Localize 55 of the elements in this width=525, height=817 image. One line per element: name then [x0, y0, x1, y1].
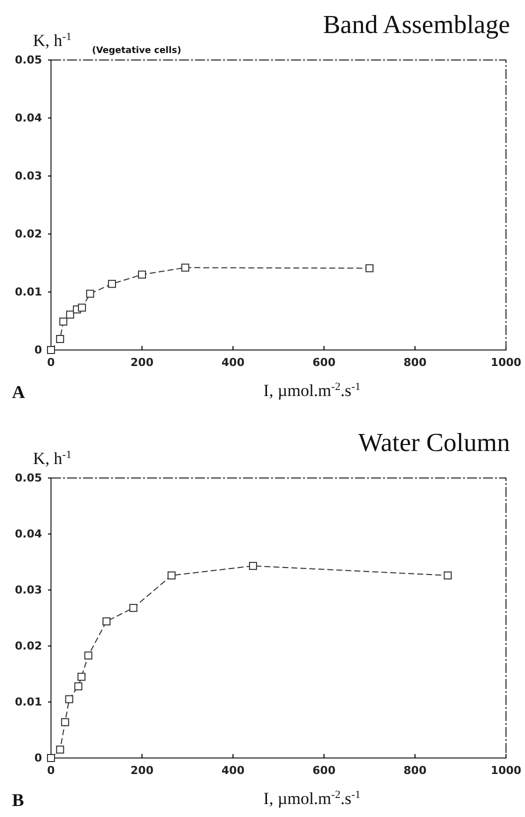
point [61, 718, 70, 726]
text: B [12, 790, 24, 810]
x-tick-label: 400 [222, 764, 245, 777]
point [181, 264, 190, 272]
y-tick-label: 0.01 [14, 696, 42, 709]
point [86, 290, 94, 298]
y-tick-label: 0 [34, 752, 42, 765]
x-tick-label: 200 [130, 764, 154, 777]
point [66, 310, 74, 319]
text: A [12, 382, 25, 402]
point [366, 264, 374, 272]
y-tick-label: 0.04 [14, 112, 42, 125]
chart-title: Band Assemblage [322, 10, 510, 39]
x-axis-title: I, µmol.m$^{-2}$.s$^{-1}$ [263, 381, 361, 400]
x-axis-title: I, µmol.m$^{-2}$.s$^{-1}$ [263, 789, 361, 808]
x-tick-label: 800 [404, 764, 427, 777]
y-tick-label: 0.03 [14, 170, 42, 183]
x-tick-label: 0 [47, 764, 56, 777]
point [84, 652, 92, 660]
point [59, 318, 68, 326]
x-tick-label: 600 [312, 764, 336, 777]
y-tick-label: 0.01 [14, 286, 42, 299]
point [444, 571, 452, 580]
point [129, 604, 138, 612]
chart-title: Water Column [358, 428, 510, 457]
point [102, 617, 111, 626]
point [168, 571, 176, 580]
y-tick-label: 0.04 [14, 528, 42, 541]
x-tick-label: 1000 [490, 764, 522, 777]
text: (Vegetative cells) [92, 46, 182, 56]
y-tick-label: 0.02 [14, 640, 42, 653]
point [77, 672, 86, 681]
point [138, 270, 146, 279]
point [56, 746, 64, 754]
y-tick-label: 0.03 [14, 584, 42, 597]
x-tick-label: 200 [130, 356, 154, 369]
y-tick-label: 0.05 [14, 54, 42, 67]
point [249, 562, 258, 570]
y-axis-title: K, h$^{-1}$ [33, 31, 72, 50]
point [47, 754, 55, 762]
point [56, 334, 64, 343]
x-tick-label: 1000 [490, 356, 522, 369]
y-tick-label: 0.05 [14, 472, 42, 485]
point [74, 682, 82, 690]
x-tick-label: 400 [222, 356, 245, 369]
y-axis-title: K, h$^{-1}$ [33, 449, 72, 468]
y-tick-label: 0.02 [14, 228, 42, 241]
x-tick-label: 600 [312, 356, 336, 369]
x-tick-label: 0 [47, 356, 56, 369]
point [65, 695, 74, 704]
point [108, 280, 116, 288]
x-tick-label: 800 [404, 356, 427, 369]
y-tick-label: 0 [34, 344, 42, 357]
point [47, 346, 55, 354]
point [78, 304, 86, 312]
